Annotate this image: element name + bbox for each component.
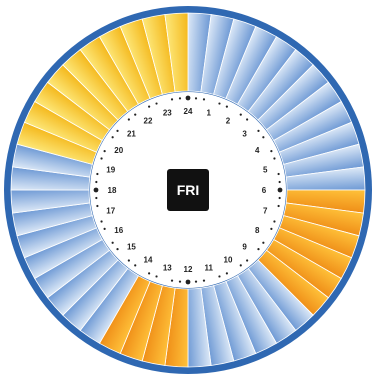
hour-label: 8 (255, 226, 260, 235)
minute-dot (218, 102, 221, 105)
minute-dot (116, 129, 119, 132)
major-hour-dot (277, 187, 283, 193)
minute-dot (116, 248, 119, 251)
minute-dot (127, 259, 130, 262)
hour-label: 1 (206, 109, 211, 118)
minute-dot (127, 118, 130, 121)
minute-dot (111, 136, 114, 139)
minute-dot (270, 227, 273, 230)
hour-label: 16 (114, 226, 123, 235)
minute-dot (239, 113, 242, 116)
hour-label: 19 (106, 165, 115, 174)
major-hour-dot (185, 95, 191, 101)
minute-dot (257, 129, 260, 132)
minute-dot (246, 259, 249, 262)
minute-dot (202, 98, 206, 101)
minute-dot (194, 280, 198, 283)
minute-dot (273, 220, 276, 223)
minute-dot (100, 220, 103, 223)
minute-dot (270, 150, 273, 153)
minute-dot (262, 241, 265, 244)
hour-label: 10 (224, 255, 233, 264)
minute-dot (100, 157, 103, 160)
minute-dot (178, 97, 182, 100)
minute-dot (262, 136, 265, 139)
minute-dot (96, 204, 99, 208)
minute-dot (202, 279, 206, 282)
hour-segment-yellow (164, 12, 189, 93)
hour-label: 13 (163, 263, 172, 272)
hour-label: 21 (127, 129, 136, 138)
major-hour-dot (185, 279, 191, 285)
hour-label: 15 (127, 243, 136, 252)
minute-dot (225, 272, 228, 275)
minute-dot (257, 248, 260, 251)
minute-dot (278, 196, 281, 200)
hour-label: 2 (226, 117, 231, 126)
major-hour-dot (93, 187, 99, 193)
hour-label: 7 (263, 207, 268, 216)
minute-dot (246, 118, 249, 121)
day-badge: FRI (167, 169, 209, 211)
hour-label: 22 (144, 117, 153, 126)
minute-dot (239, 264, 242, 267)
hour-label: 11 (204, 263, 213, 272)
minute-dot (194, 97, 198, 100)
minute-dot (111, 241, 114, 244)
day-badge-box (167, 169, 209, 211)
hour-label: 5 (263, 165, 268, 174)
minute-dot (273, 157, 276, 160)
hour-label: 6 (262, 186, 267, 195)
hour-label: 4 (255, 146, 260, 155)
minute-dot (148, 105, 151, 108)
minute-dot (277, 204, 280, 208)
minute-dot (103, 227, 106, 230)
minute-dot (170, 279, 174, 282)
minute-dot (225, 105, 228, 108)
hour-label: 17 (106, 207, 115, 216)
minute-dot (277, 172, 280, 176)
minute-dot (178, 280, 182, 283)
minute-dot (103, 150, 106, 153)
hour-label: 12 (184, 265, 193, 274)
minute-dot (278, 180, 281, 184)
hour-label: 23 (163, 109, 172, 118)
hour-label: 20 (114, 146, 123, 155)
minute-dot (170, 98, 174, 101)
minute-dot (96, 172, 99, 176)
minute-dot (95, 196, 98, 200)
minute-dot (155, 275, 158, 278)
hour-label: 18 (108, 186, 117, 195)
hour-label: 14 (144, 255, 153, 264)
minute-dot (218, 275, 221, 278)
minute-dot (148, 272, 151, 275)
hour-label: 24 (184, 107, 193, 116)
minute-dot (95, 180, 98, 184)
day-label: FRI (177, 182, 200, 198)
hour-label: 9 (242, 243, 247, 252)
hour-label: 3 (242, 129, 247, 138)
hour-segments (10, 12, 366, 368)
minute-dot (134, 264, 137, 267)
minute-dot (134, 113, 137, 116)
minute-dot (155, 102, 158, 105)
minute-ticks (93, 95, 283, 285)
